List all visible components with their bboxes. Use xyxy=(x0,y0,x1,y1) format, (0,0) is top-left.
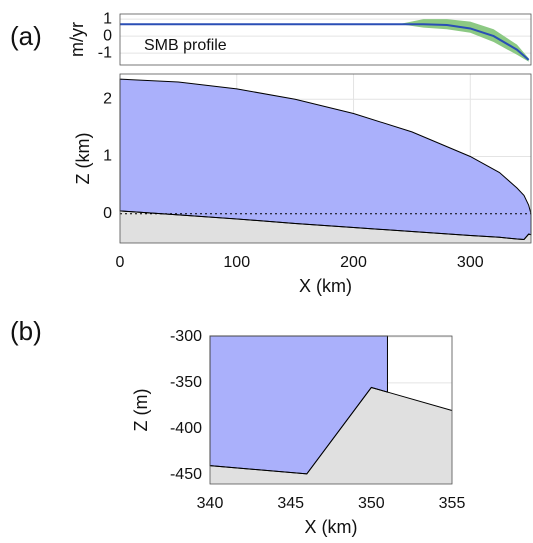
panel-label: (a) xyxy=(10,21,42,51)
axes-frame xyxy=(119,13,532,66)
axes-frame xyxy=(209,335,453,485)
y-tick-label: 2 xyxy=(103,90,112,107)
x-tick-label: 350 xyxy=(358,495,385,512)
y-axis-label: m/yr xyxy=(67,22,87,57)
y-tick-label: -400 xyxy=(170,420,202,437)
y-tick-label: 1 xyxy=(103,148,112,165)
y-tick-label: -450 xyxy=(170,466,202,483)
y-tick-label: -350 xyxy=(170,374,202,391)
smb-line xyxy=(120,23,530,61)
axes-frame xyxy=(119,73,532,244)
bed-line xyxy=(209,386,453,475)
x-tick-label: 300 xyxy=(457,254,484,271)
x-tick-label: 100 xyxy=(223,254,250,271)
x-axis-label: X (km) xyxy=(299,276,352,296)
y-tick-label: 1 xyxy=(103,10,112,27)
y-axis-label: Z (km) xyxy=(73,133,93,185)
annotation: SMB profile xyxy=(144,37,227,54)
y-tick-label: -300 xyxy=(170,328,202,345)
y-tick-label: 0 xyxy=(103,205,112,222)
x-tick-label: 355 xyxy=(439,495,466,512)
y-tick-label: -1 xyxy=(98,44,112,61)
x-tick-label: 200 xyxy=(340,254,367,271)
bed-area xyxy=(210,387,452,484)
y-axis-label: Z (m) xyxy=(131,389,151,432)
y-tick-label: 0 xyxy=(103,27,112,44)
x-tick-label: 340 xyxy=(197,495,224,512)
x-tick-label: 345 xyxy=(277,495,304,512)
x-tick-label: 0 xyxy=(116,254,125,271)
x-axis-label: X (km) xyxy=(305,517,358,537)
bed-line xyxy=(119,210,532,241)
bed-area xyxy=(120,210,531,243)
panel-label: (b) xyxy=(10,316,42,346)
